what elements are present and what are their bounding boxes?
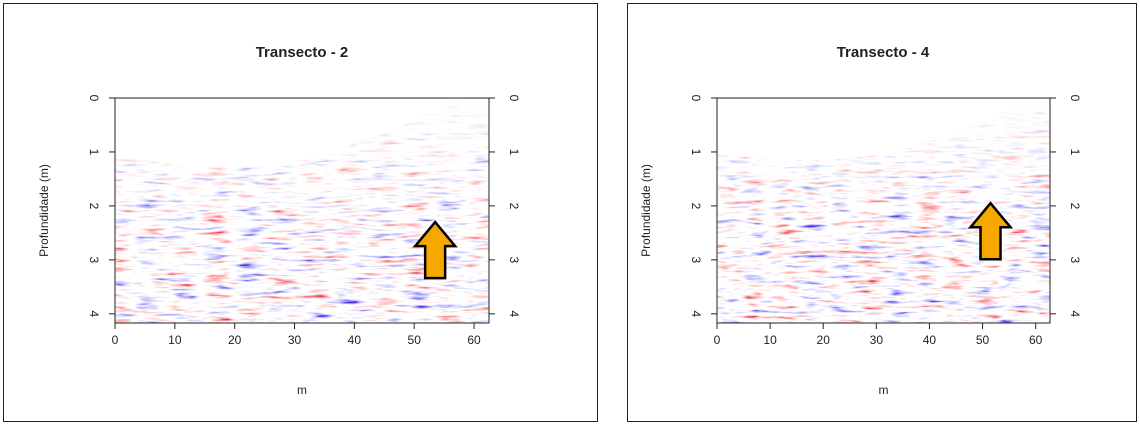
x-tick-label: 0	[112, 333, 119, 347]
x-tick-label: 0	[714, 333, 721, 347]
surface-fade	[717, 98, 1050, 323]
arrow	[967, 201, 1014, 261]
y2-tick-label: 3	[507, 257, 521, 264]
y2-tick-label: 2	[1068, 203, 1082, 210]
x-tick-label: 60	[1029, 333, 1043, 347]
plot-box	[114, 97, 490, 324]
x-tick-label: 20	[817, 333, 831, 347]
x-tick-label: 50	[408, 333, 422, 347]
x-tick-label: 10	[168, 333, 182, 347]
y-axis-label: Profundidade (m)	[37, 164, 51, 257]
x-axis-label: m	[297, 383, 307, 397]
y-tick-label: 3	[87, 257, 101, 264]
y2-tick-label: 3	[1068, 257, 1082, 264]
x-tick-label: 60	[467, 333, 481, 347]
y-tick-label: 2	[87, 203, 101, 210]
surface-fade	[115, 98, 489, 323]
y-tick-label: 1	[689, 149, 703, 156]
y-tick-label: 4	[87, 310, 101, 317]
y-axis-label: Profundidade (m)	[639, 164, 653, 257]
x-tick-label: 50	[976, 333, 990, 347]
panel-frame	[627, 3, 1137, 422]
x-tick-label: 40	[923, 333, 937, 347]
x-tick-label: 30	[288, 333, 302, 347]
y-tick-label: 0	[87, 95, 101, 102]
chart-title: Transecto - 4	[837, 44, 930, 61]
y2-tick-label: 1	[1068, 149, 1082, 156]
y-tick-label: 3	[689, 257, 703, 264]
chart-title: Transecto - 2	[256, 44, 349, 61]
y2-tick-label: 1	[507, 149, 521, 156]
y-tick-label: 1	[87, 149, 101, 156]
radargram-image	[717, 98, 1050, 323]
y-tick-label: 2	[689, 203, 703, 210]
y2-tick-label: 0	[1068, 95, 1082, 102]
y-tick-label: 0	[689, 95, 703, 102]
x-axis-label: m	[879, 383, 889, 397]
plot-box	[716, 97, 1051, 324]
x-tick-label: 30	[870, 333, 884, 347]
y2-tick-label: 4	[1068, 310, 1082, 317]
y2-tick-label: 2	[507, 203, 521, 210]
arrow	[412, 220, 458, 280]
y-tick-label: 4	[689, 310, 703, 317]
panel-frame	[3, 3, 598, 422]
x-tick-label: 10	[763, 333, 777, 347]
x-tick-label: 20	[228, 333, 242, 347]
y2-tick-label: 0	[507, 95, 521, 102]
radargram-image	[115, 98, 489, 323]
y2-tick-label: 4	[507, 310, 521, 317]
x-tick-label: 40	[348, 333, 362, 347]
